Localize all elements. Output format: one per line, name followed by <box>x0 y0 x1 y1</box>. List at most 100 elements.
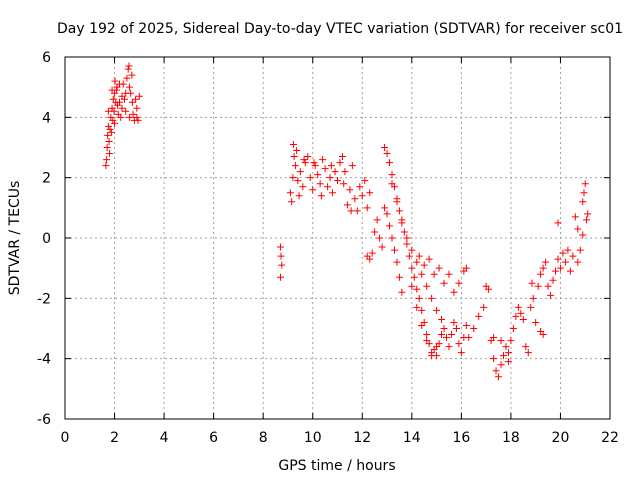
data-point <box>388 234 396 242</box>
data-point <box>418 306 426 314</box>
y-tick-label: 2 <box>42 171 51 187</box>
data-point <box>425 255 433 263</box>
data-point <box>438 331 446 339</box>
data-point <box>321 165 329 173</box>
data-point <box>125 83 133 91</box>
data-point <box>356 183 364 191</box>
data-point <box>507 337 515 345</box>
data-point <box>123 74 131 82</box>
data-point <box>327 162 335 170</box>
data-point <box>277 252 285 260</box>
data-point <box>294 177 302 185</box>
data-point <box>430 270 438 278</box>
data-point <box>581 180 589 188</box>
data-point <box>405 252 413 260</box>
y-tick-label: 6 <box>42 50 51 66</box>
data-point <box>428 294 436 302</box>
data-point <box>415 252 423 260</box>
data-point <box>108 86 116 94</box>
y-tick-label: 0 <box>42 231 51 247</box>
data-point <box>579 198 587 206</box>
data-point <box>400 228 408 236</box>
y-tick-label: -4 <box>37 352 51 368</box>
data-point <box>497 361 505 369</box>
data-point <box>539 264 547 272</box>
data-point <box>450 318 458 326</box>
data-point <box>418 270 426 278</box>
data-point <box>408 264 416 272</box>
data-point <box>116 98 123 106</box>
data-point <box>576 246 584 254</box>
data-point <box>470 325 478 332</box>
data-point <box>343 201 351 209</box>
data-point <box>440 325 448 332</box>
data-point <box>433 343 441 351</box>
data-point <box>288 198 296 206</box>
data-point <box>462 321 470 329</box>
data-point <box>314 171 322 179</box>
data-point <box>574 258 582 266</box>
data-point <box>512 312 520 320</box>
data-point <box>278 261 286 269</box>
data-point <box>300 156 308 164</box>
grid <box>65 57 610 419</box>
data-point <box>331 168 339 176</box>
data-point <box>346 186 354 194</box>
y-tick-label: 4 <box>42 110 51 126</box>
data-point <box>388 180 396 188</box>
data-point <box>527 303 535 311</box>
data-point <box>539 331 547 339</box>
data-point <box>286 189 294 197</box>
data-point <box>452 325 460 332</box>
data-point <box>395 273 403 281</box>
data-point <box>299 183 307 191</box>
data-point <box>103 144 111 151</box>
data-point <box>529 294 537 302</box>
data-point <box>340 180 348 188</box>
data-point <box>106 125 114 133</box>
chart-title: Day 192 of 2025, Sidereal Day-to-day VTE… <box>57 21 623 37</box>
data-point <box>363 204 371 212</box>
data-point <box>319 156 327 164</box>
data-point <box>368 249 376 257</box>
x-tick-label: 0 <box>61 430 70 446</box>
data-point <box>502 343 510 351</box>
data-point <box>490 355 498 363</box>
data-point <box>408 282 416 290</box>
data-point <box>504 358 512 366</box>
data-point <box>450 288 458 296</box>
data-point <box>329 189 337 197</box>
data-point <box>413 258 421 266</box>
data-point <box>403 240 411 248</box>
data-point <box>393 198 401 206</box>
data-point <box>554 219 562 227</box>
data-point <box>383 210 391 218</box>
data-point <box>569 252 577 260</box>
data-point <box>104 107 112 115</box>
data-point <box>584 210 592 218</box>
data-point <box>316 180 324 188</box>
data-point <box>111 77 119 85</box>
data-point <box>517 309 525 317</box>
data-point <box>361 177 369 185</box>
data-point <box>420 261 428 269</box>
data-point <box>462 264 470 272</box>
data-point <box>341 168 349 176</box>
x-tick-label: 20 <box>552 430 570 446</box>
data-point <box>376 234 384 242</box>
data-point <box>504 349 512 357</box>
data-point <box>445 270 453 278</box>
x-tick-label: 18 <box>502 430 520 446</box>
data-point <box>304 153 312 161</box>
data-point <box>295 192 303 200</box>
data-point <box>495 373 503 381</box>
data-point <box>413 285 421 293</box>
data-point <box>134 116 142 124</box>
data-point <box>118 104 126 112</box>
data-point <box>497 337 505 345</box>
data-point <box>289 174 297 182</box>
data-point <box>455 279 463 287</box>
x-tick-label: 22 <box>601 430 619 446</box>
data-point <box>106 150 114 158</box>
data-point <box>135 92 143 100</box>
